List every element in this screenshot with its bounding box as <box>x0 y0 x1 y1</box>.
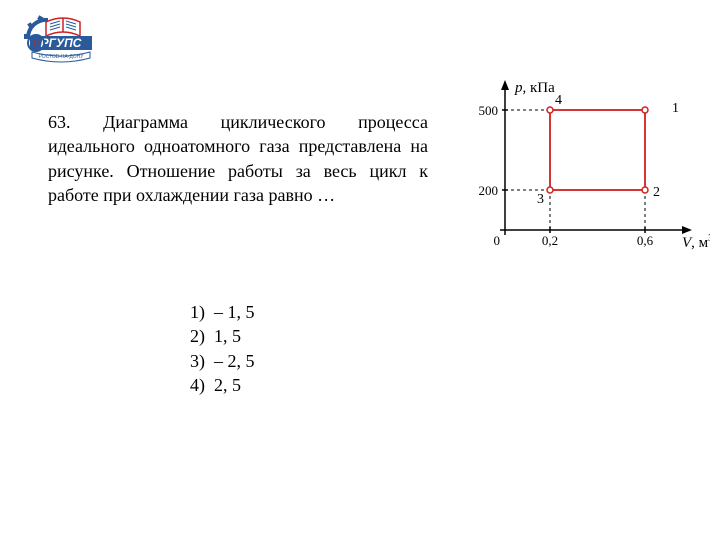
university-logo: РГУПС U РОСТОВ-НА-ДОНУ <box>18 8 108 68</box>
point-4 <box>547 107 553 113</box>
pv-diagram-svg: 1 2 3 4 500 200 0 0,2 0,6 p, кПа V, м3 <box>460 80 710 260</box>
ytick-500: 500 <box>479 103 499 118</box>
point-1 <box>642 107 648 113</box>
x-axis-label: V, м3 <box>682 233 710 251</box>
cycle-rect <box>550 110 645 190</box>
problem-text: 63. Диаграмма циклического процесса идеа… <box>48 110 428 207</box>
problem-body: Диаграмма циклического процесса идеально… <box>48 112 428 205</box>
svg-text:U: U <box>33 39 39 48</box>
y-axis-label: p, кПа <box>514 80 555 96</box>
answer-options: 1) – 1, 5 2) 1, 5 3) – 2, 5 4) 2, 5 <box>190 300 255 397</box>
y-axis-arrow <box>501 80 509 90</box>
option-4: 4) 2, 5 <box>190 373 255 397</box>
logo-subtext: РОСТОВ-НА-ДОНУ <box>39 54 85 60</box>
xtick-06: 0,6 <box>637 233 654 248</box>
option-2: 2) 1, 5 <box>190 324 255 348</box>
label-point-4: 4 <box>555 93 562 108</box>
option-3: 3) – 2, 5 <box>190 349 255 373</box>
point-3 <box>547 187 553 193</box>
xtick-02: 0,2 <box>542 233 558 248</box>
problem-number: 63. <box>48 112 71 132</box>
label-point-1: 1 <box>672 101 679 116</box>
ytick-200: 200 <box>479 183 499 198</box>
logo-svg: РГУПС U РОСТОВ-НА-ДОНУ <box>18 8 108 68</box>
option-1: 1) – 1, 5 <box>190 300 255 324</box>
pv-diagram: 1 2 3 4 500 200 0 0,2 0,6 p, кПа V, м3 <box>460 80 710 260</box>
origin-label: 0 <box>494 233 501 248</box>
label-point-3: 3 <box>537 192 544 207</box>
point-2 <box>642 187 648 193</box>
label-point-2: 2 <box>653 185 660 200</box>
logo-text: РГУПС <box>41 36 82 50</box>
x-axis-arrow <box>682 226 692 234</box>
